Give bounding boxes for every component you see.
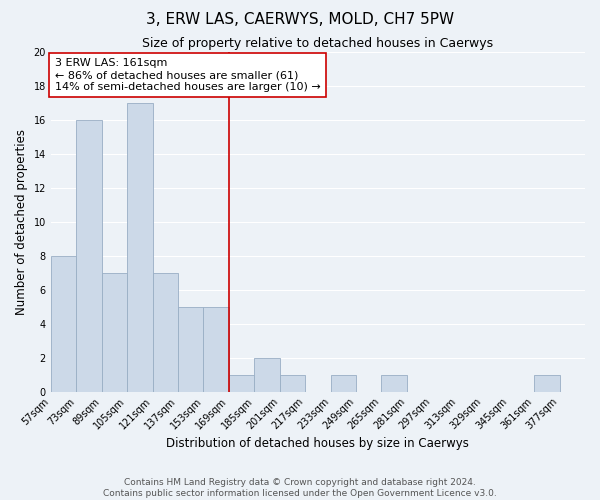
Bar xyxy=(76,120,101,392)
Bar xyxy=(101,272,127,392)
Bar xyxy=(254,358,280,392)
Text: Contains HM Land Registry data © Crown copyright and database right 2024.
Contai: Contains HM Land Registry data © Crown c… xyxy=(103,478,497,498)
Bar xyxy=(203,306,229,392)
Title: Size of property relative to detached houses in Caerwys: Size of property relative to detached ho… xyxy=(142,38,493,51)
Bar xyxy=(280,374,305,392)
Bar xyxy=(127,102,152,392)
Bar xyxy=(534,374,560,392)
Bar xyxy=(229,374,254,392)
X-axis label: Distribution of detached houses by size in Caerwys: Distribution of detached houses by size … xyxy=(166,437,469,450)
Bar xyxy=(331,374,356,392)
Bar xyxy=(51,256,76,392)
Bar xyxy=(152,272,178,392)
Text: 3, ERW LAS, CAERWYS, MOLD, CH7 5PW: 3, ERW LAS, CAERWYS, MOLD, CH7 5PW xyxy=(146,12,454,28)
Text: 3 ERW LAS: 161sqm
← 86% of detached houses are smaller (61)
14% of semi-detached: 3 ERW LAS: 161sqm ← 86% of detached hous… xyxy=(55,58,320,92)
Bar xyxy=(382,374,407,392)
Bar xyxy=(178,306,203,392)
Y-axis label: Number of detached properties: Number of detached properties xyxy=(15,128,28,314)
